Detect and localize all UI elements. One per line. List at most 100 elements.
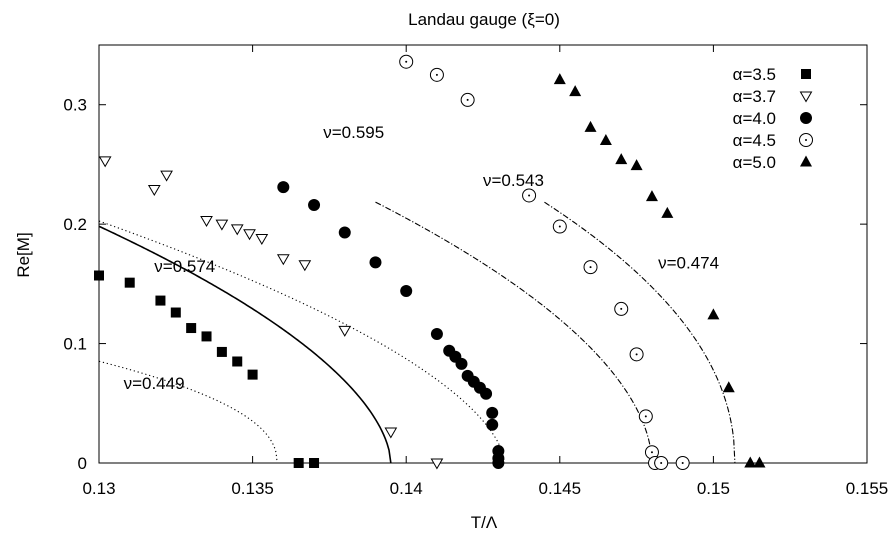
data-point	[247, 369, 258, 380]
data-point	[486, 406, 499, 419]
fit-curve	[375, 201, 653, 464]
data-point	[569, 85, 582, 97]
marker-dot	[435, 73, 438, 76]
data-point	[455, 357, 468, 370]
data-point	[338, 226, 351, 239]
x-tick-label: 0.13	[82, 479, 115, 498]
legend-marker	[800, 112, 812, 124]
data-point	[583, 260, 598, 275]
data-point	[480, 387, 493, 400]
data-point	[215, 219, 229, 231]
marker-dot	[650, 451, 653, 454]
marker-dot	[589, 266, 592, 269]
data-point	[654, 456, 669, 470]
data-point	[338, 325, 352, 337]
x-tick-label: 0.155	[846, 479, 889, 498]
legend-marker	[799, 91, 813, 103]
fit-annotation: ν=0.474	[658, 253, 719, 272]
data-point	[552, 219, 567, 234]
data-point	[400, 285, 413, 298]
data-point	[201, 331, 212, 342]
data-point	[147, 185, 161, 197]
fit-annotation: ν=0.595	[323, 123, 384, 142]
legend-label: α=4.5	[733, 131, 776, 150]
data-point	[707, 308, 720, 320]
legend-label: α=5.0	[733, 153, 776, 172]
chart-title: Landau gauge (ξ=0)	[408, 10, 560, 29]
data-point	[630, 159, 643, 171]
data-point	[614, 301, 629, 316]
y-axis-label: Re[M]	[14, 232, 33, 277]
x-tick-label: 0.135	[231, 479, 274, 498]
data-point	[155, 295, 166, 306]
data-point	[675, 456, 690, 470]
data-point	[230, 224, 244, 236]
data-point	[430, 328, 443, 341]
marker-dot	[528, 194, 531, 197]
data-point	[160, 170, 173, 182]
fit-annotation: ν=0.574	[154, 257, 215, 276]
data-point	[216, 346, 227, 357]
data-point	[170, 307, 181, 318]
legend-label: α=3.7	[733, 87, 776, 106]
x-tick-label: 0.145	[539, 479, 582, 498]
data-point	[645, 190, 658, 202]
data-point	[98, 156, 112, 168]
data-point	[522, 188, 537, 203]
legend-marker	[801, 69, 811, 79]
data-point	[722, 381, 735, 393]
data-point	[124, 277, 135, 288]
legend-label: α=3.5	[733, 65, 776, 84]
fit-curves	[98, 201, 736, 464]
data-point	[744, 456, 757, 468]
marker-dot	[466, 98, 469, 101]
y-tick-label: 0.1	[63, 335, 87, 354]
data-point	[615, 153, 628, 165]
data-point	[298, 260, 312, 272]
data-point	[94, 270, 104, 281]
data-point	[553, 73, 566, 85]
data-point	[753, 456, 766, 468]
data-point	[430, 458, 444, 470]
marker-dot	[644, 415, 647, 418]
data-point	[584, 120, 597, 132]
data-point	[629, 347, 644, 362]
data-point	[255, 233, 269, 245]
data-point	[308, 199, 321, 212]
marker-dot	[558, 225, 561, 228]
y-tick-label: 0.2	[63, 215, 87, 234]
data-point	[200, 216, 213, 228]
marker-dot	[620, 307, 623, 310]
legend-label: α=4.0	[733, 109, 776, 128]
data-point	[644, 445, 659, 460]
data-point	[661, 206, 674, 218]
legend-marker	[799, 133, 813, 147]
data-point	[429, 67, 444, 82]
data-point	[384, 427, 398, 439]
marker-dot	[660, 462, 663, 464]
data-point	[277, 181, 290, 194]
data-point	[232, 356, 243, 367]
data-point	[276, 254, 290, 266]
data-points	[94, 54, 766, 470]
fit-annotation: ν=0.543	[483, 171, 544, 190]
marker-dot	[805, 139, 807, 141]
marker-dot	[681, 462, 684, 464]
data-point	[638, 409, 653, 424]
data-point	[486, 418, 499, 431]
data-point	[599, 134, 612, 146]
legend-marker	[800, 155, 812, 167]
fit-annotations: ν=0.449 ν=0.574 ν=0.595 ν=0.543 ν=0.474	[124, 123, 720, 393]
data-point	[186, 323, 197, 334]
x-tick-label: 0.14	[390, 479, 423, 498]
data-point	[309, 458, 320, 468]
data-point	[369, 256, 382, 269]
fit-curve	[98, 360, 278, 464]
plot-frame	[98, 44, 868, 464]
fit-curve	[98, 220, 506, 464]
data-point	[243, 229, 256, 241]
legend: α=3.5 α=3.7 α=4.0 α=4.5 α=5.0	[733, 65, 813, 172]
data-point	[399, 54, 414, 69]
y-tick-label: 0.3	[63, 96, 87, 115]
